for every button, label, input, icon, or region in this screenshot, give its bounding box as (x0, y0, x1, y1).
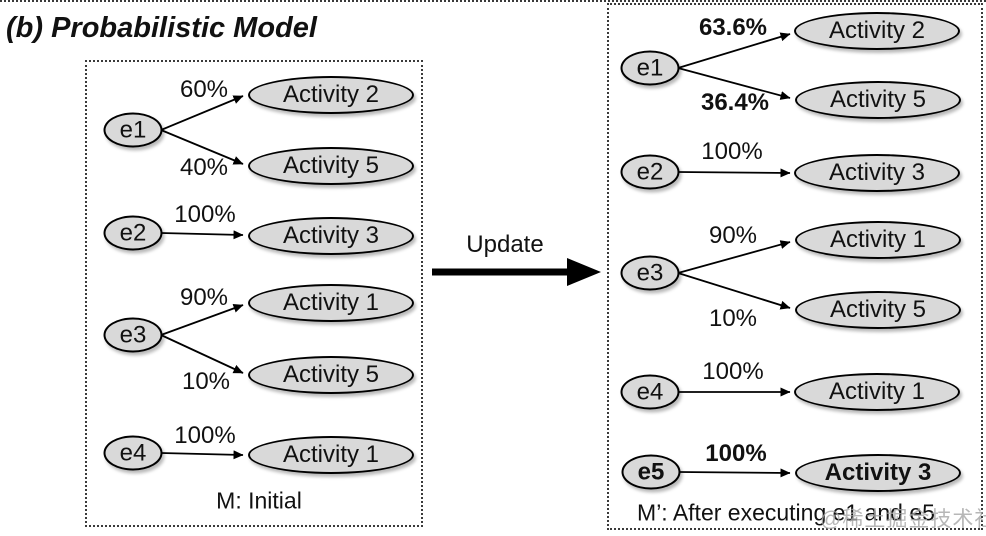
activity-label: Activity 1 (828, 378, 926, 405)
event-label: e1 (636, 54, 664, 81)
site-watermark: @稀土掘金技术社区 (820, 508, 986, 531)
activity-node: Activity 5 (248, 356, 414, 394)
probability-label: 40% (179, 154, 229, 181)
initial-model-panel (85, 60, 423, 527)
event-node-e4-updated: e4 (620, 374, 680, 410)
probability-label: 10% (708, 305, 758, 332)
edge-arrow-left-e4-a1 (160, 450, 244, 460)
activity-node: Activity 2 (248, 76, 414, 114)
activity-node: Activity 5 (248, 147, 414, 185)
probability-label: 90% (708, 222, 758, 249)
event-node-e5-updated: e5 (621, 454, 681, 490)
activity-label: Activity 5 (282, 152, 380, 179)
event-node-e4-initial: e4 (103, 435, 163, 471)
event-node-e3-initial: e3 (103, 317, 163, 353)
edge-arrow-left-e1-a5 (160, 129, 244, 165)
activity-label: Activity 3 (828, 159, 926, 186)
activity-node: Activity 3 (794, 154, 960, 192)
update-label: Update (466, 231, 544, 258)
activity-node: Activity 3 (248, 217, 414, 255)
event-node-e1-updated: e1 (620, 50, 680, 86)
edge-arrow-left-e1-a2 (160, 95, 244, 131)
edge-arrow-left-e2-a3 (160, 230, 244, 240)
probability-label: 36.4% (700, 89, 770, 116)
edge-arrow-right-e2-a3 (677, 168, 791, 178)
activity-node: Activity 5 (795, 81, 961, 119)
activity-label: Activity 5 (829, 296, 927, 323)
probability-label: 60% (179, 76, 229, 103)
event-node-e2-initial: e2 (103, 215, 163, 251)
edge-arrow-right-e3-a5 (677, 272, 791, 310)
update-arrow (432, 258, 601, 286)
activity-label: Activity 1 (282, 289, 380, 316)
edge-arrow-right-e5-a3 (678, 468, 791, 478)
event-label: e4 (119, 439, 147, 466)
edge-arrow-left-e3-a1 (160, 304, 244, 336)
event-label: e3 (119, 321, 147, 348)
activity-node: Activity 1 (794, 373, 960, 411)
probability-label: 100% (701, 138, 763, 165)
edge-arrow-right-e1-a2 (677, 32, 791, 69)
activity-label: Activity 2 (282, 81, 380, 108)
activity-node: Activity 2 (794, 12, 960, 50)
event-node-e2-updated: e2 (620, 154, 680, 190)
activity-node: Activity 5 (795, 291, 961, 329)
event-label: e2 (119, 219, 147, 246)
activity-label: Activity 1 (829, 226, 927, 253)
activity-label: Activity 2 (828, 17, 926, 44)
probability-label: 10% (181, 368, 231, 395)
activity-label: Activity 1 (282, 441, 380, 468)
activity-node: Activity 3 (795, 454, 961, 492)
activity-node: Activity 1 (795, 221, 961, 259)
updated-model-caption: M’: After executing e1 and e5 (637, 499, 935, 526)
event-label: e4 (636, 378, 664, 405)
activity-label: Activity 5 (282, 361, 380, 388)
activity-node: Activity 1 (248, 284, 414, 322)
probability-label: 100% (174, 422, 236, 449)
activity-node: Activity 1 (248, 436, 414, 474)
event-label: e2 (636, 158, 664, 185)
activity-label: Activity 3 (824, 459, 932, 486)
event-label: e3 (636, 259, 664, 286)
initial-model-caption: M: Initial (216, 487, 302, 514)
activity-label: Activity 3 (282, 222, 380, 249)
event-node-e3-updated: e3 (620, 255, 680, 291)
updated-model-panel (607, 3, 983, 530)
edge-arrow-left-e3-a5 (160, 334, 244, 374)
top-dotted-rule (0, 0, 986, 2)
probability-label: 100% (705, 440, 767, 467)
probability-label: 100% (702, 358, 764, 385)
event-label: e5 (637, 458, 665, 485)
probability-label: 63.6% (698, 14, 768, 41)
figure-title: (b) Probabilistic Model (6, 12, 317, 44)
probability-label: 90% (179, 284, 229, 311)
activity-label: Activity 5 (829, 86, 927, 113)
edge-arrow-right-e1-a5 (677, 67, 791, 100)
event-node-e1-initial: e1 (103, 112, 163, 148)
probability-label: 100% (174, 201, 236, 228)
event-label: e1 (119, 116, 147, 143)
edge-arrow-right-e3-a1 (677, 240, 791, 274)
